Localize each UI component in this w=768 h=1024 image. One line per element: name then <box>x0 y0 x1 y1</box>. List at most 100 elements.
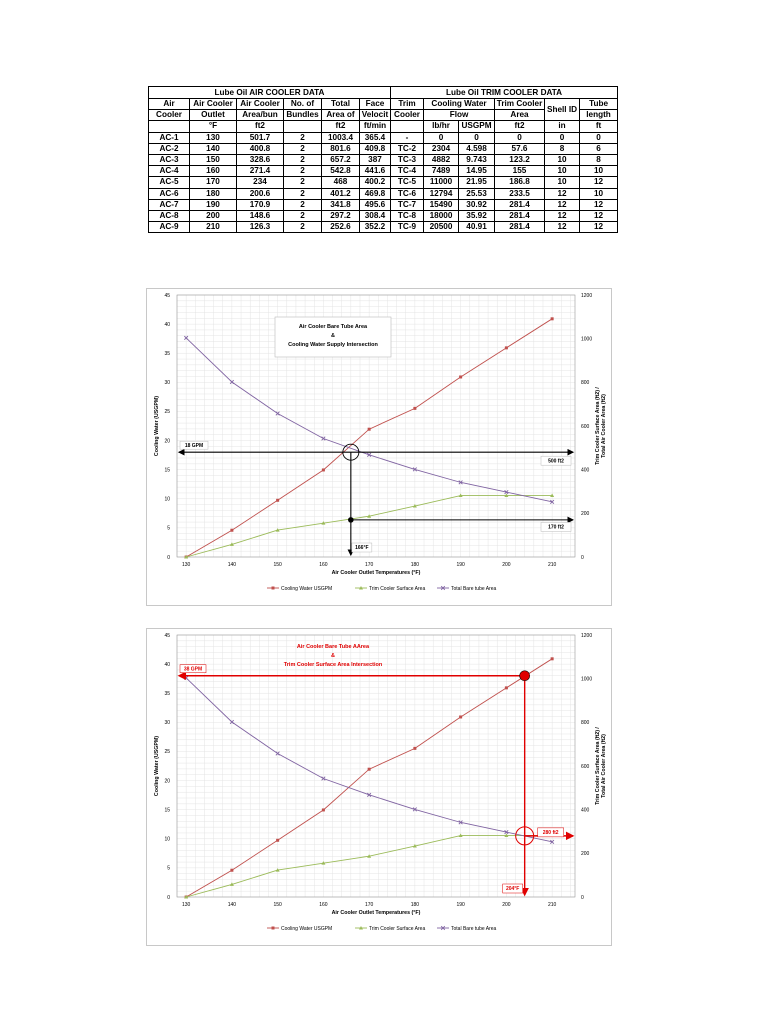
table-cell: 281.4 <box>494 198 546 211</box>
table-row: AC-9 210 126.3 2 252.6 352.2 TC-9 20500 40.91 281… <box>148 221 619 234</box>
data-point-trim-area <box>458 493 463 498</box>
x-tick-label: 190 <box>456 902 465 908</box>
table-cell: 130 <box>189 131 237 144</box>
data-point-cooling-water <box>321 468 325 472</box>
y2-tick-label: 0 <box>581 895 584 901</box>
y2-tick-label: 1200 <box>581 633 592 639</box>
header-flow: Flow <box>423 109 496 122</box>
table-cell: 12 <box>544 187 581 200</box>
data-point-bare-tube <box>367 452 372 457</box>
data-point-cooling-water <box>367 427 371 431</box>
table-cell: 150 <box>189 153 237 167</box>
y-tick-label: 0 <box>167 555 170 561</box>
y2-tick-label: 200 <box>581 851 590 857</box>
header-velocit: Velocit <box>358 109 392 122</box>
table-cell: 25.53 <box>458 187 496 200</box>
chart-title: Trim Cooler Surface Area Intersection <box>284 662 383 668</box>
table-cell: 2 <box>283 165 322 178</box>
intersection-dot <box>519 670 530 682</box>
unit-in: in <box>544 120 581 133</box>
table-cell: 10 <box>579 165 619 178</box>
title-box <box>274 316 392 358</box>
legend: Cooling Water USGPM Trim Cooler Surface A… <box>267 926 497 932</box>
label-box-right-bottom <box>537 827 564 838</box>
table-cell: TC-6 <box>390 187 425 200</box>
label-box-vline <box>502 883 523 894</box>
y-tick-label: 40 <box>164 322 170 328</box>
label-box-hline <box>179 440 209 450</box>
data-point-trim-area <box>184 895 189 899</box>
x-axis-label: Air Cooler Outlet Temperatures (°F) <box>332 910 421 916</box>
data-point-trim-area <box>504 833 509 838</box>
table-cell: 18000 <box>423 209 460 223</box>
legend-label: Cooling Water USGPM <box>281 926 332 932</box>
unit-ft2-a: ft2 <box>236 120 284 133</box>
y-tick-label: 5 <box>167 526 170 532</box>
data-point-trim-area <box>504 493 509 498</box>
table-cell: - <box>390 131 425 144</box>
unit-usgpm: USGPM <box>458 120 496 133</box>
table-cell: 15490 <box>423 198 460 211</box>
data-point-bare-tube <box>275 751 280 756</box>
y-axis-label: Cooling Water (USGPM) <box>154 736 160 796</box>
y-tick-label: 30 <box>164 720 170 726</box>
table-cell: 401.2 <box>321 187 360 200</box>
intersection-dot <box>348 517 354 523</box>
y2-tick-label: 400 <box>581 467 590 473</box>
table-cell: 0 <box>458 131 496 144</box>
y-tick-label: 10 <box>164 497 170 503</box>
table-cell: 341.8 <box>321 198 360 211</box>
table-cell: 12 <box>579 176 619 189</box>
chart-title: & <box>331 653 335 659</box>
unit-ft2-c: ft2 <box>494 120 546 133</box>
data-point-trim-area <box>275 528 280 532</box>
legend-label: Cooling Water USGPM <box>281 586 332 592</box>
table-cell: 140 <box>189 142 237 155</box>
unit-ft2-b: ft2 <box>321 120 360 133</box>
y2-tick-label: 800 <box>581 720 590 726</box>
table-cell: 233.5 <box>494 187 546 200</box>
table-body: AC-1 130 501.7 2 1003.4 365.4-0 0 0 0 0 AC-2 140 400… <box>148 131 619 234</box>
data-point-cooling-water <box>459 375 463 379</box>
chart-title: Air Cooler Bare Tube AArea <box>297 644 370 650</box>
cooler-data-table: Lube Oil AIR COOLER DATA Lube Oil TRIM C… <box>147 86 619 234</box>
data-point-bare-tube <box>229 379 235 385</box>
data-point-trim-area <box>229 882 234 886</box>
table-cell: 2 <box>283 221 322 234</box>
header-air: Air <box>148 97 190 111</box>
x-tick-label: 160 <box>319 562 328 568</box>
header-area-bun: Area/bun <box>236 109 284 122</box>
table-cell: 2 <box>283 131 322 144</box>
table-cell: AC-1 <box>148 131 190 144</box>
table-cell: 35.92 <box>458 209 496 223</box>
table-row: AC-4 160 271.4 2 542.8 441.6 TC-4 7489 14.95 155 1… <box>148 165 619 178</box>
chart1-svg: 0 5 10 15 20 25 30 35 40 45 0 200 400 600 800 1000 1200 1… <box>154 293 607 592</box>
chart-air-cooler-cooling-water: 0 5 10 15 20 25 30 35 40 45 0 200 400 600 800 1000 1200 1… <box>146 288 612 606</box>
table-cell: 7489 <box>423 165 460 178</box>
x-tick-label: 210 <box>548 562 557 568</box>
table-cell: 8 <box>579 153 619 167</box>
plot-area-border <box>176 634 576 898</box>
table-cell: 0 <box>579 131 619 144</box>
table-cell: TC-8 <box>390 209 425 223</box>
data-point-bare-tube <box>504 489 509 495</box>
table-cell: 6 <box>579 142 619 155</box>
data-point-cooling-water <box>230 868 234 872</box>
label-box-vline <box>351 542 373 553</box>
plot-area-border <box>176 294 576 558</box>
chart-air-cooler-trim-cooler: 0 5 10 15 20 25 30 35 40 45 0 200 400 600 800 1000 1200 1… <box>146 628 612 946</box>
y-tick-label: 15 <box>164 467 170 473</box>
y2-tick-label: 800 <box>581 380 590 386</box>
data-point-bare-tube <box>458 820 463 825</box>
x-tick-label: 150 <box>273 562 282 568</box>
y-tick-label: 45 <box>164 633 170 639</box>
table-cell: 409.8 <box>358 142 392 155</box>
table-cell: 170.9 <box>236 198 284 211</box>
y2-tick-label: 600 <box>581 764 590 770</box>
y-tick-label: 25 <box>164 749 170 755</box>
y-tick-label: 35 <box>164 691 170 697</box>
table-cell: 2 <box>283 176 322 189</box>
table-cell: 2 <box>283 209 322 223</box>
table-cell: AC-5 <box>148 176 190 189</box>
data-point-trim-area <box>321 521 326 525</box>
